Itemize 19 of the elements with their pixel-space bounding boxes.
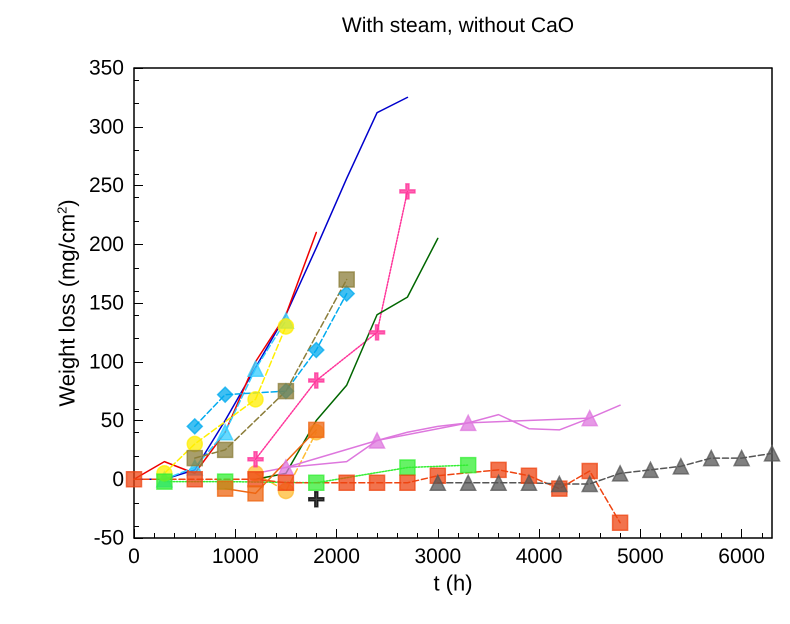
y-tick-label: -50 <box>94 526 124 550</box>
y-tick-label: 50 <box>100 409 124 432</box>
x-tick-label: 0 <box>128 545 140 568</box>
x-tick-label: 1000 <box>212 545 259 568</box>
y-tick-label: 0 <box>112 468 124 491</box>
x-tick-label: 3000 <box>414 545 462 568</box>
x-tick-label: 4000 <box>516 545 562 568</box>
x-tick-label: 2000 <box>313 545 360 568</box>
chart-title: With steam, without CaO <box>342 14 574 37</box>
y-tick-label: 350 <box>88 56 124 80</box>
y-tick-label: 150 <box>88 292 124 314</box>
y-tick-label: 200 <box>88 232 124 256</box>
y-tick-label: 100 <box>88 350 124 374</box>
y-tick-label: 300 <box>88 115 124 138</box>
y-axis-title: Weight loss (mg/cm2) <box>54 199 80 407</box>
x-axis-title: t (h) <box>433 570 473 596</box>
y-tick-label: 250 <box>88 174 124 197</box>
x-tick-label: 6000 <box>718 545 765 568</box>
x-tick-label: 5000 <box>616 545 664 568</box>
